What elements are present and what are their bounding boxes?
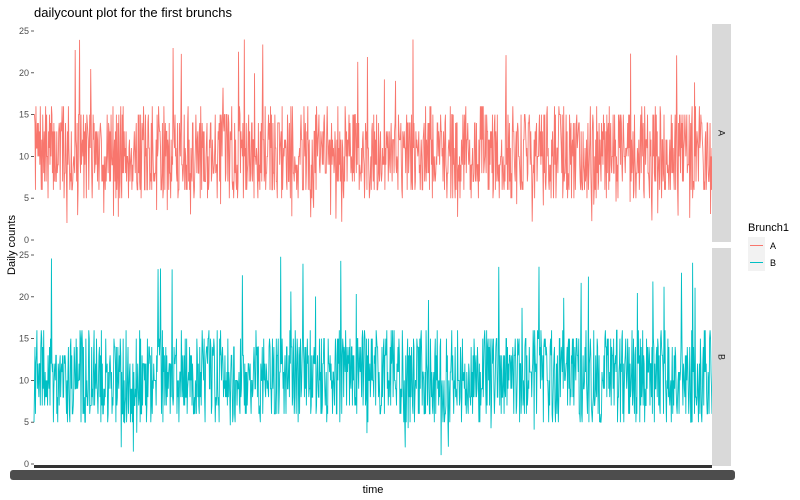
y-tick-label: 10 (19, 151, 29, 161)
chart-title: dailycount plot for the first brunchs (34, 5, 232, 20)
y-tick-label: 20 (19, 68, 29, 78)
facet-strip-a-label: A (717, 130, 727, 136)
series-b-line (33, 256, 713, 456)
series-a-path (34, 39, 713, 224)
series-b-path (33, 256, 713, 456)
legend-title: Brunch1 (748, 222, 789, 234)
y-tick-label: 15 (19, 110, 29, 120)
legend: Brunch1 A B (748, 222, 789, 271)
legend-label-b: B (770, 258, 776, 268)
x-axis-dense-ticks (34, 465, 712, 468)
x-axis-title: time (363, 484, 384, 496)
legend-label-a: A (770, 241, 776, 251)
panel-b-y-axis: 0 5 10 15 20 25 (19, 250, 34, 469)
y-tick-label: 20 (19, 292, 29, 302)
y-tick-label: 15 (19, 334, 29, 344)
panel-b: 0 5 10 15 20 25 B (19, 248, 731, 469)
y-tick-label: 10 (19, 375, 29, 385)
facet-strip-b (712, 248, 731, 466)
y-axis-title: Daily counts (6, 215, 18, 275)
panel-a: 0 5 10 15 20 25 A (19, 24, 731, 245)
y-tick-label: 0 (24, 235, 29, 245)
y-tick-label: 0 (24, 459, 29, 469)
facet-strip-b-label: B (717, 354, 727, 360)
y-tick-label: 5 (24, 193, 29, 203)
y-tick-label: 25 (19, 250, 29, 260)
x-axis-overlapping-labels (10, 470, 735, 480)
facet-strip-a (712, 24, 731, 242)
x-axis (10, 465, 735, 480)
y-tick-label: 25 (19, 26, 29, 36)
y-tick-label: 5 (24, 417, 29, 427)
panel-a-y-axis: 0 5 10 15 20 25 (19, 26, 34, 245)
series-a-line (34, 39, 713, 224)
